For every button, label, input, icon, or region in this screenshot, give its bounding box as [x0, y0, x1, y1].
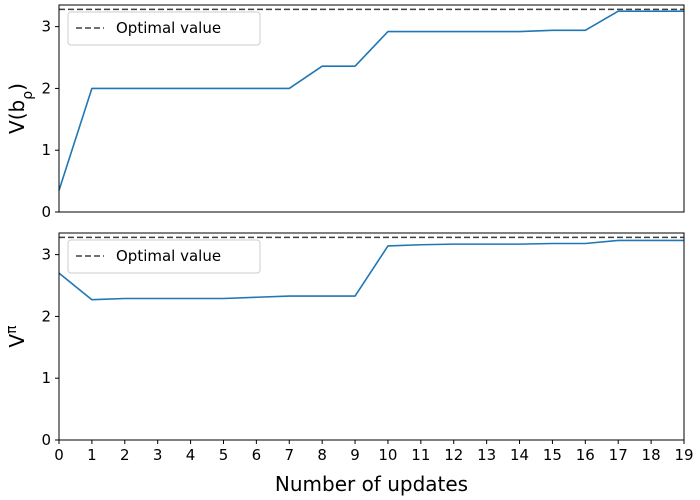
panel-2-xtick-label: 19: [674, 446, 693, 464]
panel-2-xtick-label: 18: [642, 446, 661, 464]
panel-2-axes-frame: [58, 232, 685, 441]
panel-2-legend-box: [67, 239, 261, 274]
panel-2-xtick-label: 15: [543, 446, 562, 464]
panel-2-xtick-label: 1: [87, 446, 97, 464]
panel-2-xtick-label: 14: [510, 446, 529, 464]
panel-2-xtick-label: 11: [411, 446, 430, 464]
panel-2-xtick-label: 0: [54, 446, 64, 464]
panel-2-ytick-label: 2: [41, 307, 51, 325]
panel-2-ytick-label: 0: [41, 431, 51, 449]
panel-1-series-line-1: [58, 10, 684, 191]
panel-2-xtick-label: 16: [576, 446, 595, 464]
panel-2-xtick-label: 9: [350, 446, 360, 464]
panel-2-series-line-1: [58, 239, 684, 301]
panel-2-xtick-label: 7: [284, 446, 294, 464]
panel-1-ytick-label: 3: [41, 18, 51, 36]
panel-2-xtick-label: 6: [252, 446, 262, 464]
panel-2-xtick-label: 4: [186, 446, 196, 464]
panel-1-axes-frame: [58, 4, 685, 213]
panel-2-ytick-label: 1: [41, 369, 51, 387]
panel-2-ytick-label: 3: [41, 246, 51, 264]
panel-2-legend-label: Optimal value: [116, 247, 221, 265]
panel-2-xtick-label: 17: [609, 446, 628, 464]
panel-1-ytick-label: 2: [41, 79, 51, 97]
panel-2-xtick-label: 12: [444, 446, 463, 464]
panel-2-xtick-label: 3: [153, 446, 163, 464]
panel-2-xtick-label: 2: [120, 446, 130, 464]
panel-1-legend-box: [67, 11, 261, 46]
panel-1-ylabel: V(bρ): [5, 83, 36, 134]
panel-1-ytick-label: 1: [41, 141, 51, 159]
panel-2-xtick-label: 13: [477, 446, 496, 464]
panel-2-xtick-label: 5: [219, 446, 229, 464]
panel-2-ylabel: Vπ: [4, 325, 29, 348]
panel-1-legend-label: Optimal value: [116, 19, 221, 37]
panel-2-xtick-label: 8: [317, 446, 327, 464]
panel-2-xtick-label: 10: [378, 446, 397, 464]
panel-1-ytick-label: 0: [41, 203, 51, 221]
panel-2-xlabel: Number of updates: [275, 472, 468, 496]
